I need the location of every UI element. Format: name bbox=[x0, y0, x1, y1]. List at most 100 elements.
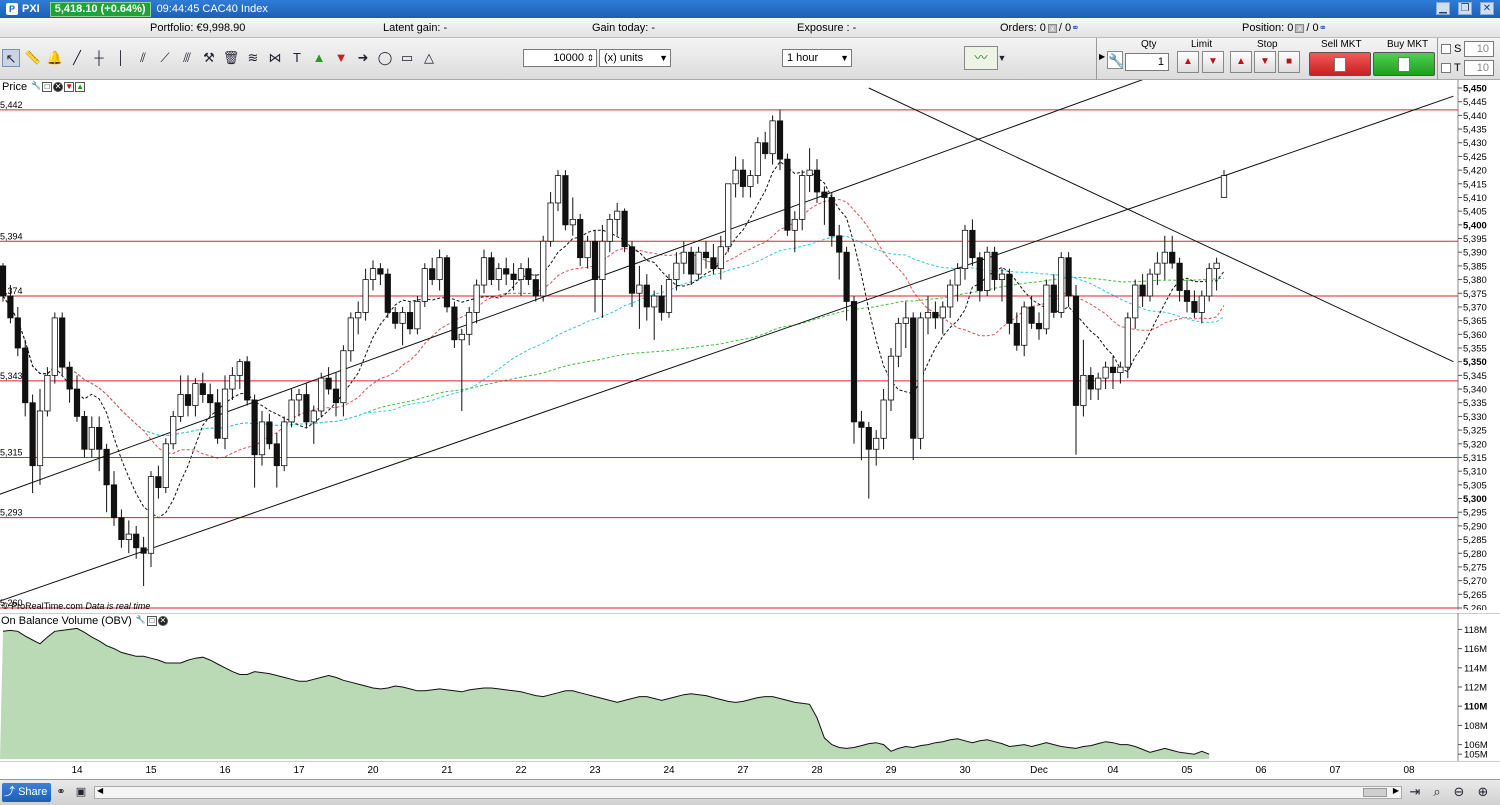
cancel-orders-icon[interactable]: x bbox=[1047, 23, 1057, 33]
limit-buy-icon[interactable]: ▲ bbox=[1177, 51, 1199, 73]
y-tick-label: 5,360 bbox=[1463, 330, 1487, 341]
price-chart-canvas[interactable]: 5,260 5,265 5,270 5,275 5,280 5,285 5,290 5,295… bbox=[0, 71, 1500, 615]
scroll-end-icon[interactable]: ⇥ bbox=[1409, 784, 1421, 799]
close-icon[interactable]: ✕ bbox=[53, 82, 64, 93]
candle bbox=[406, 312, 414, 330]
scroll-right-icon[interactable]: ▶ bbox=[1392, 786, 1399, 795]
stepper-icon[interactable]: ⇕ bbox=[586, 53, 594, 63]
maximize-icon[interactable]: □ bbox=[146, 616, 157, 627]
link-icon[interactable]: ⚭ bbox=[56, 786, 66, 798]
link-icon[interactable]: ⚭ bbox=[1318, 23, 1328, 34]
x-tick-label: 23 bbox=[589, 765, 601, 776]
y-tick-label: 5,440 bbox=[1463, 111, 1487, 122]
t-checkbox[interactable] bbox=[1441, 63, 1451, 73]
price-chart[interactable]: 5,260 5,265 5,270 5,275 5,280 5,285 5,290 5,295… bbox=[0, 71, 1500, 615]
chevron-down-icon[interactable]: ▼ bbox=[997, 53, 1007, 63]
ellipse-tool-icon[interactable]: ◯ bbox=[377, 50, 393, 65]
y-tick-label: 5,305 bbox=[1463, 480, 1487, 491]
sell-mkt-button[interactable] bbox=[1309, 52, 1371, 76]
scroll-left-icon[interactable]: ◀ bbox=[97, 786, 104, 795]
wrench-icon[interactable]: 🔧 bbox=[1107, 51, 1125, 69]
pattern-icon[interactable]: ⋈ bbox=[268, 50, 282, 65]
t-label: T bbox=[1454, 62, 1461, 74]
trendline-tool-icon[interactable]: ╱ bbox=[73, 50, 81, 65]
chevron-down-icon[interactable]: ▼ bbox=[840, 53, 849, 63]
panel-arrow-icon[interactable]: ▶ bbox=[1099, 52, 1106, 61]
horizontal-line-tool-icon[interactable]: ┼ bbox=[94, 50, 104, 65]
fibonacci-icon[interactable]: ≋ bbox=[247, 50, 259, 65]
horizontal-scrollbar[interactable]: ◀ ▶ bbox=[94, 786, 1402, 799]
stop-sell-icon[interactable]: ▼ bbox=[1254, 51, 1276, 73]
alert-bell-icon[interactable]: 🔔 bbox=[46, 50, 64, 65]
move-up-icon[interactable]: ▲ bbox=[75, 82, 86, 93]
qty-input[interactable]: 1 bbox=[1125, 53, 1169, 71]
buy-arrow-icon[interactable]: ▲ bbox=[312, 50, 326, 65]
t-value-input[interactable]: 10 bbox=[1464, 60, 1494, 76]
stop-buy-icon[interactable]: ▲ bbox=[1230, 51, 1252, 73]
parallel-lines-icon[interactable]: ⫻ bbox=[183, 50, 191, 65]
zoom-fit-icon[interactable]: ⌕ bbox=[1433, 784, 1441, 799]
units-select[interactable]: (x) units ▼ bbox=[599, 49, 671, 67]
ruler-tool-icon[interactable]: 📏 bbox=[24, 50, 42, 65]
triangle-tool-icon[interactable]: △ bbox=[424, 50, 434, 65]
y-tick-label: 5,385 bbox=[1463, 261, 1487, 272]
restore-icon[interactable]: ❐ bbox=[1458, 2, 1472, 15]
scrollbar-thumb[interactable] bbox=[1363, 788, 1387, 797]
candle bbox=[7, 295, 14, 319]
wrench-icon[interactable]: 🔧 bbox=[135, 615, 146, 625]
candle bbox=[1176, 262, 1183, 291]
move-down-icon[interactable]: ▼ bbox=[64, 82, 75, 93]
qty-label: Qty bbox=[1141, 39, 1157, 50]
time-axis[interactable]: 14 15 16 17 20 21 22 23 24 27 28 29 30 Dec 04 05 06 07 08 bbox=[0, 761, 1500, 779]
candle bbox=[1102, 366, 1109, 379]
support-level-label: 5,260 bbox=[0, 598, 23, 608]
quote-time: 09:44:45 bbox=[156, 3, 200, 15]
candle bbox=[532, 279, 539, 297]
sell-arrow-icon[interactable]: ▼ bbox=[334, 50, 348, 65]
candle bbox=[695, 251, 702, 275]
fan-tool-icon[interactable]: ⟋ bbox=[160, 50, 170, 65]
chevron-down-icon[interactable]: ▼ bbox=[659, 53, 668, 63]
y-tick-label: 5,315 bbox=[1463, 453, 1487, 464]
y-tick-label: 5,420 bbox=[1463, 166, 1487, 177]
rectangle-tool-icon[interactable]: ▭ bbox=[400, 50, 414, 65]
maximize-icon[interactable]: □ bbox=[42, 82, 53, 93]
candle bbox=[976, 257, 983, 291]
link-icon[interactable]: ⚭ bbox=[1071, 23, 1080, 34]
close-icon[interactable]: ✕ bbox=[157, 616, 168, 627]
layout-icon[interactable]: ▣ bbox=[75, 786, 87, 798]
text-tool-icon[interactable]: T bbox=[293, 50, 301, 65]
obv-chart[interactable]: 118M 116M 114M 112M 110M 108M 106M 105M On Bala… bbox=[0, 612, 1500, 761]
timeframe-select[interactable]: 1 hour ▼ bbox=[782, 49, 852, 67]
wrench-icon[interactable]: 🔧 bbox=[31, 81, 42, 91]
zoom-in-icon[interactable]: ⊕ bbox=[1477, 784, 1489, 799]
obv-tick-label: 105M bbox=[1464, 750, 1488, 761]
close-icon[interactable]: ✕ bbox=[1480, 2, 1494, 15]
stop-order-icon[interactable]: ■ bbox=[1278, 51, 1300, 73]
vertical-line-tool-icon[interactable]: │ bbox=[116, 50, 126, 65]
right-arrow-icon[interactable]: ➜ bbox=[357, 50, 369, 65]
candle bbox=[776, 120, 784, 160]
chart-style-icon[interactable]: 〰 bbox=[964, 46, 998, 70]
minimize-icon[interactable]: ▁ bbox=[1436, 2, 1450, 15]
share-button[interactable]: ⤴ Share bbox=[2, 783, 52, 802]
channel-tool-icon[interactable]: ⫽ bbox=[140, 50, 146, 65]
support-level-label: 5,394 bbox=[0, 231, 23, 241]
delete-icon[interactable]: 🗑 bbox=[222, 50, 240, 65]
y-tick-label: 5,320 bbox=[1463, 439, 1487, 450]
quantity-input[interactable]: 10000 ⇕ bbox=[523, 49, 597, 67]
buy-mkt-button[interactable] bbox=[1373, 52, 1435, 76]
close-position-icon[interactable]: x bbox=[1295, 23, 1305, 33]
limit-sell-icon[interactable]: ▼ bbox=[1202, 51, 1224, 73]
gain-today: Gain today: - bbox=[592, 22, 655, 34]
tools-icon[interactable]: ⚒ bbox=[203, 50, 215, 65]
pointer-tool-icon[interactable]: ↖ bbox=[2, 49, 20, 67]
s-checkbox[interactable] bbox=[1441, 44, 1451, 54]
support-level-label: 5,293 bbox=[0, 508, 23, 518]
candle bbox=[362, 279, 369, 313]
s-value-input[interactable]: 10 bbox=[1464, 41, 1494, 57]
candle bbox=[547, 202, 554, 242]
candle bbox=[125, 533, 132, 540]
zoom-out-icon[interactable]: ⊖ bbox=[1453, 784, 1465, 799]
